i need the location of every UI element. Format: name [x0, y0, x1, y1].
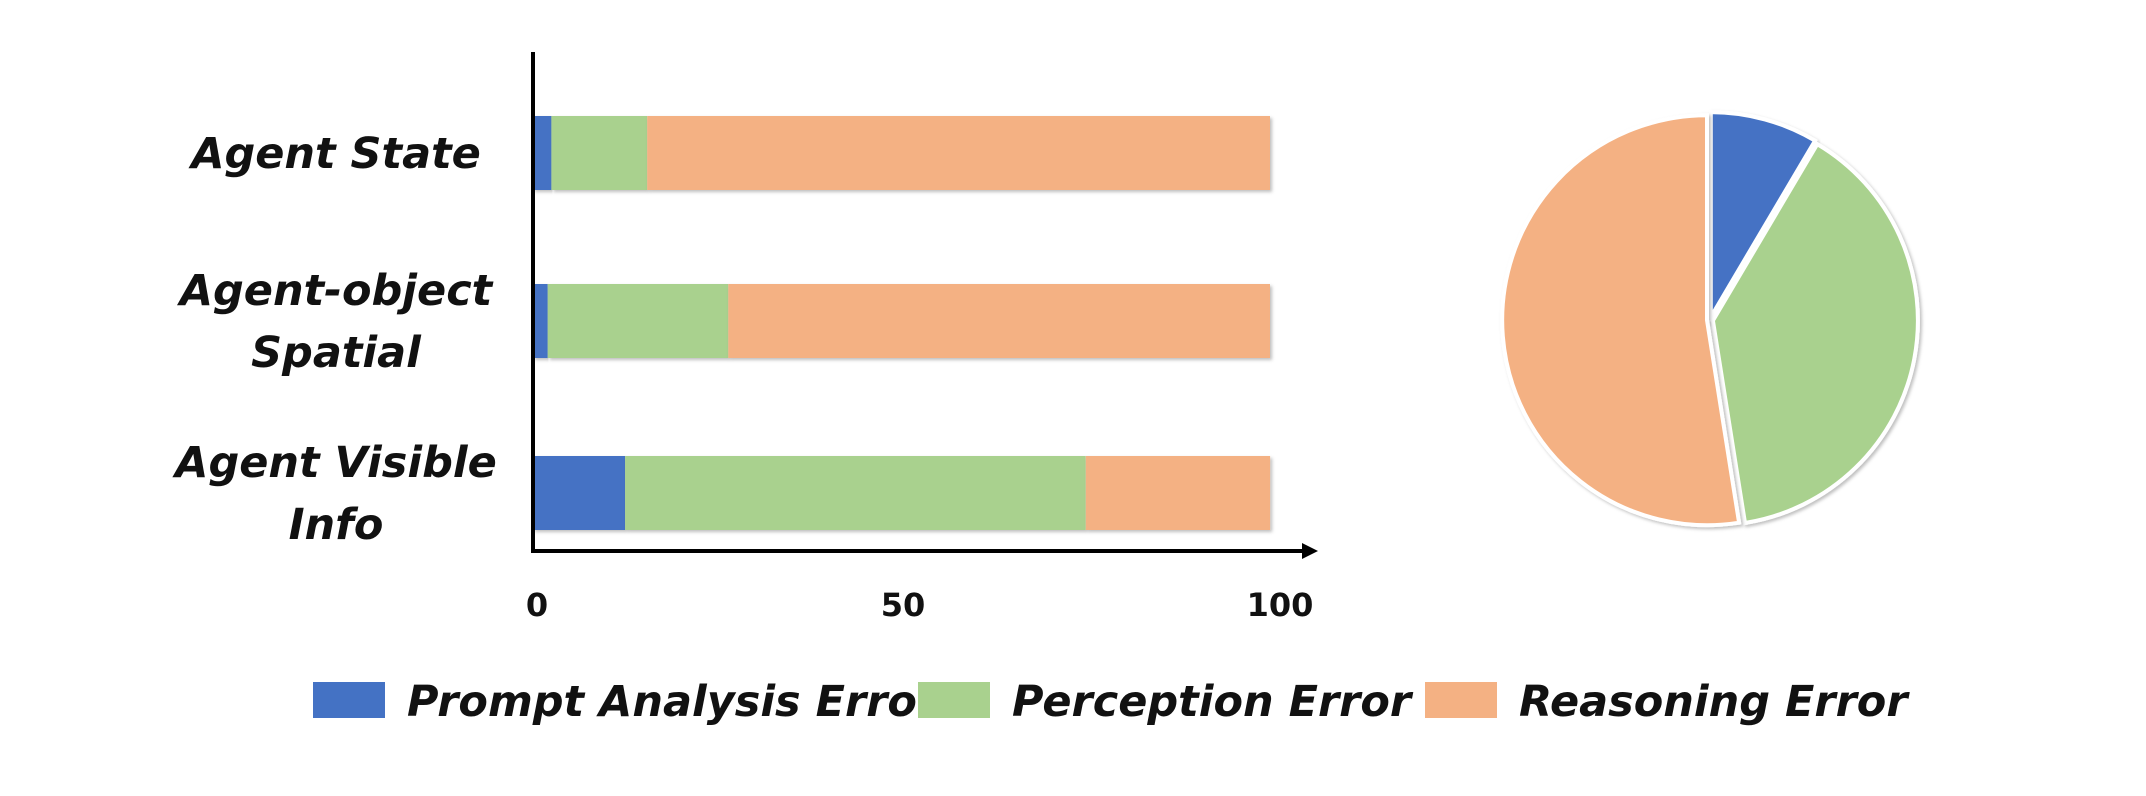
x-axis-arrowhead	[1302, 543, 1318, 559]
pie-slice-perception-error	[1710, 141, 1920, 526]
bar-agent-state-prompt-analysis-error	[533, 116, 552, 190]
bar-agent-object-spatial-prompt-analysis-error	[533, 284, 548, 358]
category-labels: Agent State Agent-object Spatial Agent Visi…	[172, 129, 497, 550]
bar-agent-visible-info-prompt-analysis-error	[533, 456, 626, 530]
legend-swatch-perception-error	[918, 682, 990, 718]
legend-item-reasoning-error: Reasoning Error	[1425, 677, 1910, 727]
pie-chart	[1500, 110, 1920, 528]
pie-slice-reasoning-error	[1500, 113, 1742, 528]
x-axis-tick-labels: 0 50 100	[526, 586, 1314, 624]
bar-agent-state-perception-error	[551, 116, 648, 190]
stacked-bar-chart: Agent State Agent-object Spatial Agent Visi…	[172, 52, 1318, 624]
legend-label-reasoning-error: Reasoning Error	[1519, 677, 1910, 727]
bars	[533, 116, 1271, 530]
x-tick-label-100: 100	[1247, 586, 1314, 624]
bar-agent-visible-info-reasoning-error	[1085, 456, 1271, 530]
legend-label-prompt-analysis-error: Prompt Analysis Error	[407, 677, 941, 727]
category-label-agent-visible-info: Agent Visible Info	[172, 438, 497, 550]
legend-swatch-reasoning-error	[1425, 682, 1497, 718]
x-tick-label-50: 50	[881, 586, 926, 624]
bar-agent-visible-info-perception-error	[625, 456, 1086, 530]
category-label-agent-state: Agent State	[188, 129, 481, 179]
legend-item-prompt-analysis-error: Prompt Analysis Error	[313, 677, 941, 727]
bar-agent-state-reasoning-error	[647, 116, 1270, 190]
category-label-agent-object-spatial: Agent-object Spatial	[177, 266, 494, 378]
legend-label-perception-error: Perception Error	[1012, 677, 1414, 727]
bar-agent-object-spatial-perception-error	[547, 284, 729, 358]
pie-slice-prompt-analysis-error	[1708, 110, 1818, 325]
legend-swatch-prompt-analysis-error	[313, 682, 385, 718]
legend-item-perception-error: Perception Error	[918, 677, 1414, 727]
legend: Prompt Analysis Error Perception Error Rea…	[313, 677, 1910, 727]
x-tick-label-0: 0	[526, 586, 548, 624]
bar-agent-object-spatial-reasoning-error	[728, 284, 1270, 358]
